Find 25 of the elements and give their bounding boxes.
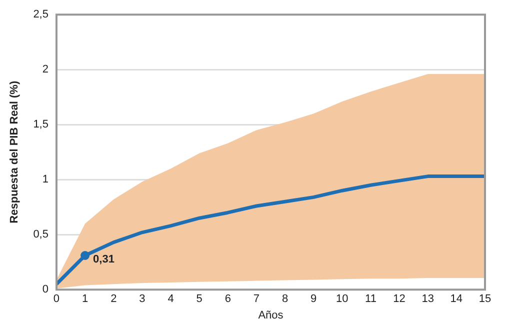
y-tick-label: 1,5 [33,118,48,131]
y-tick-label: 0 [42,284,48,296]
x-tick-label: 0 [53,293,60,306]
x-tick-label: 15 [478,293,492,306]
annotation: 0,31 [93,254,114,266]
x-axis-title: Años [258,309,284,322]
x-tick-label: 12 [393,293,406,306]
x-tick-label: 8 [282,293,288,306]
x-tick-label: 2 [110,293,117,306]
y-tick-label: 0,5 [33,228,48,241]
x-tick-label: 9 [310,293,317,306]
x-tick-label: 3 [139,293,146,306]
x-tick-label: 6 [224,293,231,306]
x-tick-label: 10 [336,293,348,306]
x-tick-label: 13 [422,293,434,306]
x-tick-label: 7 [253,293,260,306]
y-tick-label: 2,5 [33,8,48,21]
y-tick-label: 1 [42,174,48,186]
x-tick-label: 5 [196,293,202,306]
x-tick-label: 1 [82,293,88,306]
y-tick-label: 2 [42,64,48,76]
x-tick-label: 4 [168,293,174,306]
y-axis-title: Respuesta del PIB Real (%) [8,80,21,224]
x-tick-label: 11 [365,293,376,306]
x-tick-label: 14 [450,293,463,306]
